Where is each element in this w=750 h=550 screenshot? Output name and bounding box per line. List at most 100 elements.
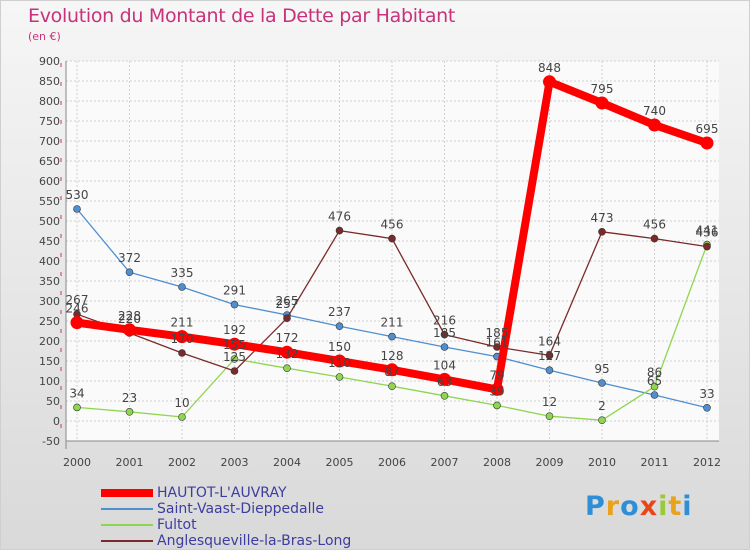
data-label-1: 211 xyxy=(381,316,404,330)
brand-letter: o xyxy=(620,491,640,522)
data-point-2 xyxy=(230,355,239,363)
data-point-2 xyxy=(73,403,81,412)
data-point-0 xyxy=(70,316,84,330)
data-point-1 xyxy=(440,343,449,351)
data-point-2 xyxy=(283,364,291,373)
data-label-1: 237 xyxy=(328,305,351,319)
legend-swatch-saint-vaast xyxy=(101,508,153,510)
data-label-1: 65 xyxy=(647,374,662,388)
data-label-3: 216 xyxy=(433,314,456,328)
data-point-3 xyxy=(650,234,659,243)
data-label-3: 456 xyxy=(381,218,404,232)
data-label-3: 267 xyxy=(66,293,89,307)
data-label-2: 10 xyxy=(174,396,189,410)
y-tick-label: 550 xyxy=(39,195,60,208)
data-label-1: 185 xyxy=(433,326,456,340)
data-label-1: 127 xyxy=(538,349,561,363)
data-label-0: 128 xyxy=(381,349,404,363)
data-label-2: 63 xyxy=(437,375,452,389)
data-label-1: 530 xyxy=(66,188,89,202)
data-point-1 xyxy=(598,379,606,387)
data-point-0 xyxy=(175,330,189,344)
data-label-0: 104 xyxy=(433,358,456,372)
y-tick-label: 750 xyxy=(39,115,60,128)
x-tick-label: 2004 xyxy=(273,456,301,469)
legend-label: HAUTOT-L'AUVRAY xyxy=(157,485,287,501)
data-point-1 xyxy=(125,268,134,277)
data-point-2 xyxy=(598,416,606,425)
data-label-0: 172 xyxy=(276,331,299,345)
data-label-1: 265 xyxy=(276,294,299,308)
data-point-3 xyxy=(703,242,711,251)
data-label-3: 476 xyxy=(328,210,351,224)
data-label-3: 473 xyxy=(591,211,614,225)
data-point-3 xyxy=(230,367,239,375)
data-label-3: 436 xyxy=(696,226,719,240)
data-label-2: 441 xyxy=(696,224,719,238)
data-point-0 xyxy=(280,345,294,359)
data-point-0 xyxy=(228,337,241,351)
y-tick-label: 200 xyxy=(39,335,60,348)
data-point-1 xyxy=(230,300,239,309)
brand-letter: i xyxy=(658,491,669,522)
data-label-3: 164 xyxy=(538,334,561,348)
data-point-2 xyxy=(125,407,134,416)
y-tick-label: 500 xyxy=(39,215,60,228)
data-point-1 xyxy=(178,283,186,291)
x-tick-label: 2009 xyxy=(536,456,564,469)
y-tick-label: -50 xyxy=(42,435,60,448)
data-point-3 xyxy=(335,226,344,235)
legend-label: Anglesqueville-la-Bras-Long xyxy=(157,533,352,549)
legend-swatch-hautot xyxy=(101,489,153,497)
data-label-2: 86 xyxy=(647,366,662,380)
data-label-2: 87 xyxy=(384,365,399,379)
data-point-0 xyxy=(648,118,661,132)
x-tick-label: 2001 xyxy=(116,456,144,469)
data-label-0: 228 xyxy=(118,309,141,323)
x-tick-label: 2012 xyxy=(693,456,721,469)
data-point-2 xyxy=(440,391,449,400)
y-tick-label: 300 xyxy=(39,295,60,308)
data-point-0 xyxy=(700,136,714,150)
data-label-2: 155 xyxy=(223,338,246,352)
data-point-2 xyxy=(493,401,501,410)
data-point-0 xyxy=(490,382,504,396)
y-tick-label: 850 xyxy=(39,75,60,88)
data-point-2 xyxy=(545,412,554,421)
x-tick-label: 2011 xyxy=(641,456,669,469)
y-tick-label: 250 xyxy=(39,315,60,328)
data-point-0 xyxy=(595,96,609,110)
x-tick-label: 2006 xyxy=(378,456,406,469)
y-tick-label: 50 xyxy=(46,395,60,408)
y-tick-label: 0 xyxy=(53,415,60,428)
data-label-2: 2 xyxy=(598,399,606,413)
brand-letter: t xyxy=(668,491,683,522)
data-point-3 xyxy=(178,349,186,357)
x-tick-label: 2010 xyxy=(588,456,616,469)
data-label-1: 161 xyxy=(486,336,509,350)
data-label-0: 192 xyxy=(223,323,246,337)
legend-label: Fultot xyxy=(157,517,197,533)
data-label-1: 291 xyxy=(223,284,246,298)
data-label-2: 23 xyxy=(122,391,137,405)
data-label-0: 740 xyxy=(643,104,666,118)
data-label-3: 220 xyxy=(118,312,141,326)
data-label-0: 848 xyxy=(538,61,561,75)
data-label-2: 39 xyxy=(489,384,504,398)
y-tick-label: 900 xyxy=(39,55,60,68)
data-label-2: 12 xyxy=(542,395,557,409)
chart-title: Evolution du Montant de la Dette par Hab… xyxy=(28,5,456,27)
data-point-2 xyxy=(178,413,186,421)
data-label-3: 170 xyxy=(171,332,194,346)
proxiti-logo: Proxiti xyxy=(585,491,693,522)
data-label-2: 34 xyxy=(69,386,84,400)
data-point-0 xyxy=(333,354,346,368)
x-tick-label: 2002 xyxy=(168,456,196,469)
data-point-3 xyxy=(283,314,291,323)
data-label-3: 257 xyxy=(276,297,299,311)
data-label-1: 95 xyxy=(594,362,609,376)
data-label-0: 695 xyxy=(696,122,719,136)
x-tick-label: 2008 xyxy=(483,456,511,469)
data-label-2: 132 xyxy=(276,347,299,361)
